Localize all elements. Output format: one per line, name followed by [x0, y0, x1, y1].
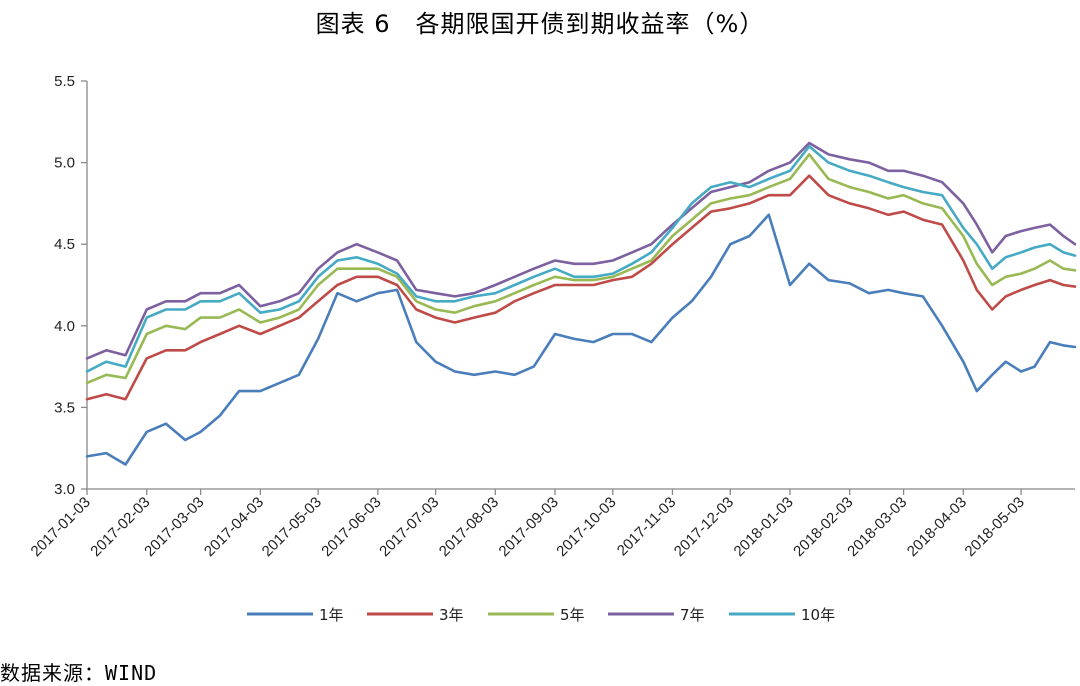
- chart-series-lines: [85, 141, 1077, 466]
- legend-label: 5年: [560, 606, 585, 624]
- y-tick-label: 4.5: [54, 236, 75, 253]
- x-tick-label: 2018-01-03: [731, 494, 797, 560]
- x-tick-label: 2017-07-03: [376, 494, 442, 560]
- y-tick-label: 3.5: [54, 399, 75, 416]
- x-tick-label: 2017-10-03: [553, 494, 619, 560]
- series-line-1: [85, 213, 1077, 466]
- legend-label: 7年: [680, 606, 705, 624]
- chart-axes: 3.03.54.04.55.05.52017-01-032017-02-0320…: [28, 73, 1075, 560]
- chart-legend: 1年 3年 5年 7年 10年: [247, 606, 835, 624]
- legend-label: 1年: [319, 606, 344, 624]
- y-tick-label: 5.0: [54, 155, 75, 172]
- series-line-2: [85, 174, 1077, 401]
- series-line-4: [85, 141, 1077, 360]
- x-tick-label: 2017-06-03: [318, 494, 384, 560]
- x-tick-label: 2017-04-03: [201, 494, 267, 560]
- x-tick-label: 2017-08-03: [436, 494, 502, 560]
- x-tick-label: 2017-11-03: [614, 494, 679, 559]
- x-tick-label: 2018-04-03: [904, 494, 970, 560]
- y-tick-label: 3.0: [54, 481, 75, 498]
- series-line-3: [85, 153, 1077, 385]
- chart-title: 图表 6 各期限国开债到期收益率（%）: [315, 10, 765, 38]
- y-tick-label: 4.0: [54, 318, 75, 335]
- legend-label: 3年: [439, 606, 464, 624]
- legend-label: 10年: [801, 606, 835, 624]
- x-tick-label: 2017-01-03: [28, 494, 94, 560]
- x-tick-label: 2017-12-03: [671, 494, 737, 560]
- y-tick-label: 5.5: [54, 73, 75, 90]
- x-tick-label: 2017-09-03: [496, 494, 562, 560]
- source-note: 数据来源：WIND: [0, 661, 158, 685]
- x-tick-label: 2018-05-03: [962, 494, 1028, 560]
- x-tick-label: 2017-05-03: [259, 494, 325, 560]
- series-line-5: [85, 145, 1077, 373]
